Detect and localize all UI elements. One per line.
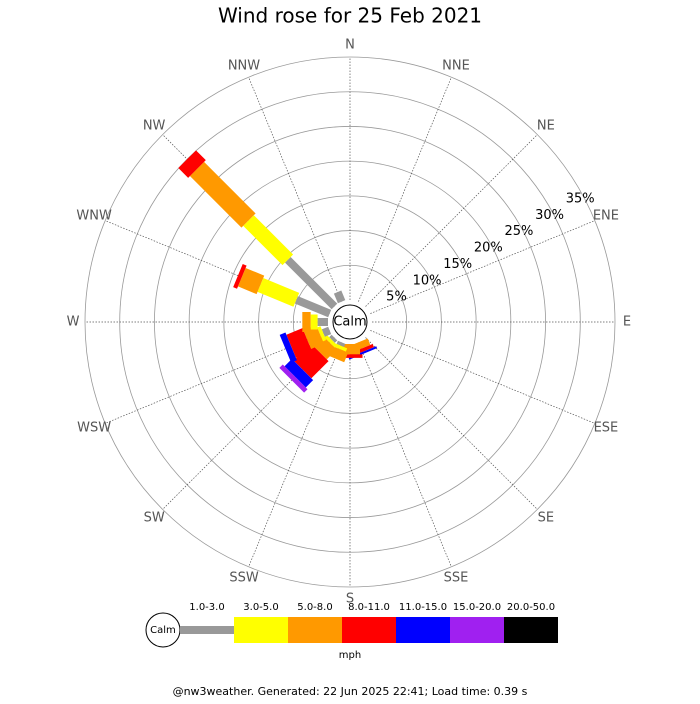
grid: 5%10%15%20%25%30%35%NNNENEENEEESESESSESS…	[67, 38, 632, 607]
chart-title: Wind rose for 25 Feb 2021	[218, 4, 482, 28]
direction-label: NNE	[442, 59, 470, 74]
bar-segment	[321, 326, 332, 337]
direction-label: WNW	[76, 208, 112, 223]
legend-swatch	[342, 617, 396, 643]
grid-ring	[223, 195, 477, 449]
direction-label: NNW	[228, 59, 260, 74]
direction-spoke	[370, 220, 595, 314]
direction-label: W	[67, 315, 80, 330]
direction-spoke	[365, 337, 538, 510]
direction-label: SW	[144, 510, 165, 525]
legend-label: 20.0-50.0	[507, 602, 555, 613]
legend-label: 11.0-15.0	[399, 602, 447, 613]
legend-swatch	[180, 626, 234, 634]
bar-segment	[317, 326, 327, 342]
legend-unit: mph	[339, 650, 361, 661]
legend: Calm mph 1.0-3.0 3.0-5.0 5.0-8.0 8.0-11.0 11…	[145, 602, 558, 661]
legend-label: 8.0-11.0	[348, 602, 390, 613]
bar-segment	[329, 334, 338, 343]
grid-ring	[84, 56, 616, 588]
bar-segment	[284, 256, 338, 310]
bar-segment	[324, 334, 338, 348]
bar-segment	[189, 161, 256, 228]
bar-segment	[279, 364, 308, 393]
grid-ring	[292, 264, 408, 380]
bar-segment	[310, 314, 318, 330]
direction-label: ESE	[594, 421, 619, 436]
direction-spoke	[365, 134, 538, 307]
bars	[173, 145, 382, 395]
direction-label: ENE	[593, 208, 619, 223]
footer: @nw3weather. Generated: 22 Jun 2025 22:4…	[173, 685, 528, 698]
bar-segment	[317, 318, 328, 326]
r-tick-label: 35%	[566, 191, 595, 206]
r-tick-label: 30%	[535, 208, 564, 223]
bar-segment	[294, 296, 332, 318]
r-tick-label: 20%	[474, 241, 503, 256]
legend-swatch	[450, 617, 504, 643]
bar-segment	[336, 340, 346, 348]
legend-swatch	[234, 617, 288, 643]
direction-label: N	[345, 38, 355, 53]
direction-label: SSW	[229, 570, 259, 585]
direction-spoke	[370, 330, 595, 424]
legend-swatch	[288, 617, 342, 643]
r-tick-label: 10%	[413, 273, 442, 288]
legend-label: 5.0-8.0	[297, 602, 332, 613]
bar-segment	[233, 264, 247, 289]
bar-segment	[333, 290, 346, 304]
bar-segment	[237, 267, 265, 295]
direction-spoke	[248, 77, 342, 302]
direction-label: NE	[537, 119, 555, 134]
bar-segment	[286, 328, 313, 358]
r-tick-label: 15%	[443, 257, 472, 272]
legend-label: 1.0-3.0	[189, 602, 224, 613]
grid-ring	[154, 126, 546, 518]
direction-label: S	[346, 592, 354, 607]
direction-label: SE	[538, 510, 554, 525]
legend-label: 15.0-20.0	[453, 602, 501, 613]
legend-swatch	[504, 617, 558, 643]
direction-label: E	[623, 315, 631, 330]
direction-label: NW	[143, 119, 166, 134]
direction-spoke	[358, 77, 452, 302]
bar-segment	[284, 358, 314, 388]
bar-segment	[302, 312, 311, 332]
legend-swatch	[396, 617, 450, 643]
direction-label: WSW	[77, 421, 111, 436]
direction-label: SSE	[444, 570, 469, 585]
direction-spoke	[358, 342, 452, 567]
bar-segment	[279, 332, 297, 363]
r-tick-label: 25%	[504, 224, 533, 239]
legend-calm-label: Calm	[150, 625, 176, 636]
bar-segment	[257, 277, 300, 307]
legend-label: 3.0-5.0	[243, 602, 278, 613]
direction-spoke	[248, 342, 342, 567]
bar-segment	[178, 150, 206, 178]
calm-label: Calm	[333, 315, 366, 330]
bar-segment	[243, 215, 294, 266]
calm-circle	[332, 304, 368, 340]
